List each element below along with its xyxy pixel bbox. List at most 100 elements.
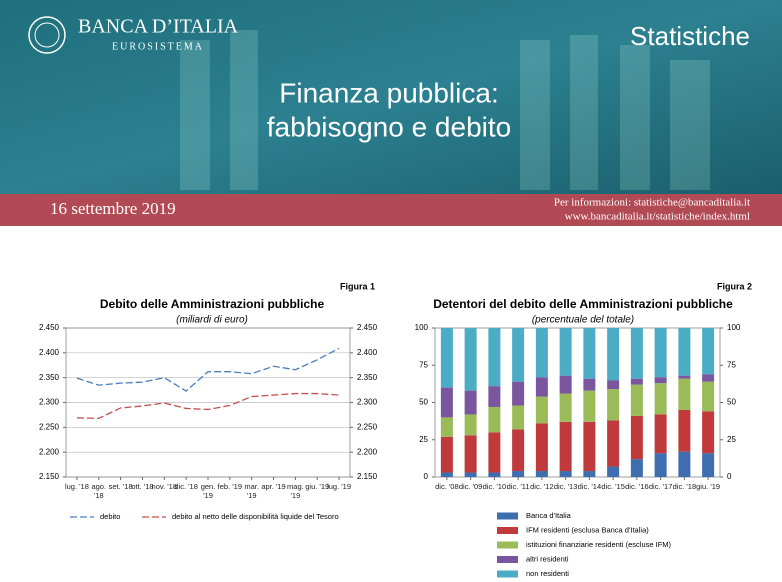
bar-segment: [678, 328, 691, 376]
bar-segment: [512, 471, 525, 477]
bar-segment: [607, 420, 620, 467]
y2-tick-label: 2.300: [357, 398, 378, 407]
legend-swatch: [497, 527, 518, 534]
bar-segment: [654, 383, 667, 415]
bar-segment: [559, 375, 572, 394]
x-tick-label: giu. '19: [696, 482, 721, 491]
bar-segment: [440, 387, 453, 418]
bar-segment: [488, 386, 501, 407]
legend-label: non residenti: [526, 569, 569, 578]
chart-title: Debito delle Amministrazioni pubbliche: [100, 297, 325, 311]
bar-segment: [464, 435, 477, 473]
bar-segment: [583, 378, 596, 391]
bar-segment: [488, 406, 501, 433]
banner: [0, 0, 782, 194]
bar-segment: [535, 471, 548, 477]
bar-segment: [654, 414, 667, 454]
x-tick-label: dic. '10: [482, 482, 507, 491]
y2-tick-label: 2.400: [357, 348, 378, 357]
y2-tick-label: 25: [727, 435, 736, 444]
x-tick-label: mar. '19: [244, 482, 259, 500]
bar-segment: [512, 381, 525, 406]
bar-segment: [440, 328, 453, 388]
bar-segment: [583, 390, 596, 422]
bar-segment: [630, 459, 643, 477]
building-pattern: [180, 30, 710, 190]
y-tick-label: 2.150: [39, 472, 60, 481]
x-tick-label: lug. '19: [327, 482, 352, 491]
bar-segment: [583, 421, 596, 472]
logo: [28, 16, 66, 54]
x-tick-label: dic. '17: [648, 482, 673, 491]
x-tick-label: dic. '11: [506, 482, 530, 491]
y-tick-label: 75: [419, 360, 428, 369]
x-tick-label: dic. '12: [530, 482, 554, 491]
figure-label: Figura 2: [717, 281, 752, 291]
bar-segment: [464, 328, 477, 391]
y2-tick-label: 2.150: [357, 472, 378, 481]
bar-segment: [654, 328, 667, 378]
bar-segment: [678, 378, 691, 410]
bar-segment: [678, 451, 691, 477]
y2-tick-label: 2.200: [357, 447, 378, 456]
bar-segment: [702, 381, 715, 412]
bar-segment: [654, 377, 667, 384]
x-tick-label: lug. '18: [64, 482, 89, 491]
x-tick-label: ott. '18: [131, 482, 154, 491]
x-tick-label: apr. '19: [261, 482, 286, 491]
bar-segment: [630, 384, 643, 416]
y-tick-label: 2.350: [39, 373, 60, 382]
x-tick-label: dic. '09: [458, 482, 483, 491]
y-tick-label: 2.400: [39, 348, 60, 357]
bar-segment: [678, 409, 691, 452]
y-tick-label: 2.200: [39, 447, 60, 456]
legend-label: debito al netto delle disponibilità liqu…: [172, 512, 339, 521]
bar-segment: [512, 328, 525, 382]
x-tick-label: nov. '18: [151, 482, 178, 491]
x-tick-label: dic. '13: [553, 482, 578, 491]
y2-tick-label: 2.350: [357, 373, 378, 382]
data-line: [76, 347, 340, 392]
chart-subtitle: (miliardi di euro): [176, 315, 248, 326]
bar-segment: [702, 453, 715, 477]
bar-segment: [654, 453, 667, 477]
x-tick-label: dic. '08: [435, 482, 459, 491]
bar-segment: [607, 328, 620, 381]
section: Statistiche: [630, 21, 750, 51]
x-tick-label: set. '18: [108, 482, 133, 491]
bar-segment: [512, 405, 525, 430]
bar-segment: [607, 466, 620, 477]
legend-swatch: [497, 541, 518, 549]
contact: Per informazioni: statistiche@bancadital…: [554, 197, 750, 209]
x-tick-label: dic. '16: [625, 482, 649, 491]
bar-segment: [559, 328, 572, 376]
y2-tick-label: 50: [727, 398, 736, 407]
figure-label: Figura 1: [340, 281, 375, 291]
bar-segment: [440, 436, 453, 473]
bar-segment: [535, 423, 548, 472]
y2-tick-label: 0: [727, 472, 732, 481]
bar-segment: [630, 378, 643, 385]
y2-tick-label: 2.450: [357, 323, 378, 332]
y-tick-label: 2.250: [39, 422, 60, 431]
x-tick-label: feb. '19: [217, 482, 243, 491]
bar-segment: [702, 411, 715, 454]
date: 16 settembre 2019: [50, 199, 176, 218]
plot-frame: [434, 327, 721, 478]
bar-segment: [630, 415, 643, 460]
y-tick-label: 2.300: [39, 398, 60, 407]
y-tick-label: 2.450: [39, 323, 60, 332]
bar-segment: [440, 472, 453, 477]
bar-segment: [464, 414, 477, 436]
x-tick-label: mag. '19: [287, 482, 304, 500]
bar-segment: [559, 421, 572, 472]
y-tick-label: 100: [415, 323, 429, 332]
legend-swatch: [497, 570, 518, 578]
y2-tick-label: 2.250: [357, 422, 378, 431]
logo-inner: [34, 22, 60, 48]
title-line: Finanza pubblica:: [279, 77, 498, 108]
y2-tick-label: 75: [727, 360, 736, 369]
bar-segment: [583, 328, 596, 379]
legend-label: altri residenti: [526, 554, 569, 563]
